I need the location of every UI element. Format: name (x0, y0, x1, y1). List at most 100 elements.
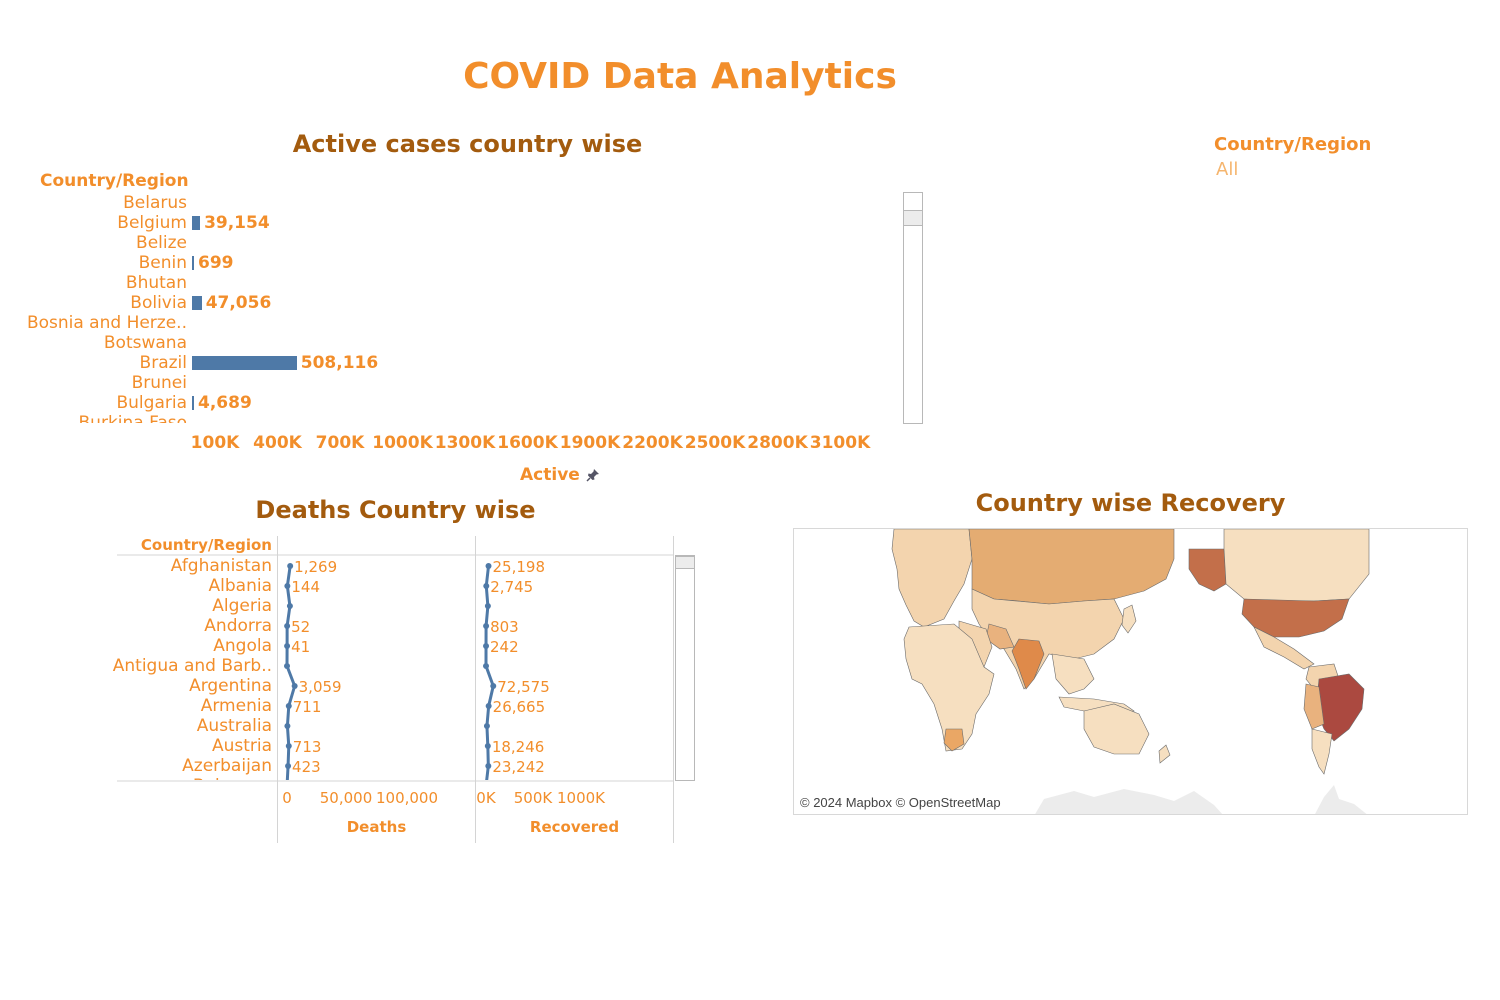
deaths-row-header[interactable]: Country/Region (140, 536, 272, 554)
recovered-line-point[interactable] (484, 743, 491, 749)
deaths-row-label[interactable]: Afghanistan (170, 556, 272, 576)
deaths-row-label[interactable]: Austria (211, 736, 272, 756)
recovered-tick-label: 500K (513, 789, 553, 807)
deaths-row-label[interactable]: Andorra (204, 616, 272, 636)
recovered-line-point[interactable] (484, 603, 491, 609)
active-row-label[interactable]: Bolivia (130, 293, 187, 313)
active-row-label[interactable]: Belarus (123, 193, 187, 213)
peru-shape (1303, 683, 1325, 730)
deaths-value-label: 52 (291, 618, 311, 636)
deaths-line-point[interactable] (287, 563, 294, 569)
active-tick-label: 1300K (434, 433, 496, 453)
active-scrollbar[interactable] (903, 192, 923, 424)
recovered-line-point[interactable] (490, 683, 497, 689)
active-row-label[interactable]: Bhutan (125, 273, 187, 293)
deaths-line-point[interactable] (284, 583, 291, 589)
active-row-label[interactable]: Belize (136, 233, 187, 253)
deaths-scroll-thumb[interactable] (676, 556, 694, 569)
recovery-map[interactable]: © 2024 Mapbox © OpenStreetMap (793, 528, 1468, 815)
usa-shape (1241, 598, 1350, 638)
australia-shape (1083, 703, 1150, 755)
deaths-line-point[interactable] (285, 703, 292, 709)
deaths-line-point[interactable] (286, 603, 293, 609)
recovered-line-point[interactable] (485, 703, 492, 709)
deaths-lines (284, 563, 497, 780)
deaths-row-label[interactable]: Albania (208, 576, 272, 596)
active-row-header[interactable]: Country/Region (40, 171, 189, 191)
active-bar[interactable] (192, 296, 202, 310)
deaths-value-labels: 1,269 25,198 144 2,745 52 803 41 242 3,059 72,575… (0, 556, 674, 780)
map-attribution[interactable]: © 2024 Mapbox © OpenStreetMap (800, 795, 1001, 810)
recovered-line-point[interactable] (483, 643, 490, 649)
deaths-row-label[interactable]: Armenia (200, 696, 272, 716)
active-row-label[interactable]: Bosnia and Herze.. (26, 313, 187, 333)
recovered-line-point[interactable] (483, 583, 490, 589)
deaths-row-label[interactable]: Argentina (189, 676, 272, 696)
active-bar-value: 47,056 (205, 293, 272, 313)
deaths-value-label: 711 (292, 698, 322, 716)
recovered-axis-title: Recovered (529, 818, 620, 836)
active-row-label[interactable]: Bulgaria (116, 393, 188, 413)
active-tick-label: 1000K (372, 433, 433, 453)
active-tick-label: 3100K (809, 433, 871, 453)
deaths-value-label: 144 (291, 578, 320, 596)
active-tick-label: 2500K (684, 433, 746, 453)
russia-shape (968, 529, 1175, 605)
recovered-line-point[interactable] (483, 723, 490, 729)
recovered-line-point[interactable] (485, 763, 492, 769)
filter-title: Country/Region (1214, 134, 1372, 155)
deaths-pane: Afghanistan Albania Algeria Andorra Angola An… (0, 556, 674, 780)
deaths-value-label: 41 (291, 638, 311, 656)
active-bar[interactable] (192, 356, 297, 370)
active-bar[interactable] (192, 396, 194, 410)
japan-shape (1121, 604, 1137, 634)
deaths-row-label[interactable]: Antigua and Barb.. (112, 656, 272, 676)
active-bar[interactable] (192, 216, 201, 230)
deaths-line-point[interactable] (291, 683, 298, 689)
deaths-line-point[interactable] (284, 723, 291, 729)
active-row-label[interactable]: Benin (138, 253, 187, 273)
deaths-line-point[interactable] (285, 763, 292, 769)
india-shape (1011, 638, 1045, 690)
active-row-label[interactable]: Botswana (103, 333, 187, 353)
deaths-line-point[interactable] (284, 663, 291, 669)
deaths-row-label[interactable]: Angola (213, 636, 272, 656)
active-tick-label: 100K (190, 433, 240, 453)
recovered-line-point[interactable] (483, 663, 490, 669)
deaths-line-point[interactable] (285, 743, 292, 749)
pin-icon[interactable] (586, 467, 602, 483)
dashboard-title: COVID Data Analytics (463, 56, 897, 97)
recovered-value-label: 242 (490, 638, 519, 656)
deaths-row-label[interactable]: Bahamas (193, 776, 272, 780)
active-tick-label: 1900K (559, 433, 621, 453)
deaths-tick-label: 0 (282, 789, 292, 807)
brazil-shape (1315, 673, 1365, 742)
active-tick-label: 2800K (747, 433, 808, 453)
active-tick-label: 1600K (497, 433, 558, 453)
recovered-value-label: 803 (490, 618, 519, 636)
active-bars: 39,154 699 47,056 508,116 4,689 (192, 193, 892, 423)
active-bar[interactable] (192, 256, 194, 270)
deaths-line-point[interactable] (284, 623, 291, 629)
recovered-line[interactable] (484, 565, 495, 780)
recovered-line-point[interactable] (483, 623, 490, 629)
deaths-row-label[interactable]: Azerbaijan (182, 756, 272, 776)
active-row-label[interactable]: Brazil (139, 353, 187, 373)
deaths-line[interactable] (285, 565, 297, 780)
active-scroll-thumb[interactable] (904, 210, 922, 226)
active-row-label[interactable]: Brunei (131, 373, 187, 393)
deaths-row-label[interactable]: Australia (196, 716, 272, 736)
active-bar-value: 39,154 (204, 213, 270, 233)
recovered-line-point[interactable] (485, 563, 492, 569)
active-row-label[interactable]: Belgium (117, 213, 187, 233)
active-row-label[interactable]: Burkina Faso (78, 413, 187, 423)
deaths-tick-label: 100,000 (375, 789, 439, 807)
active-chart-title: Active cases country wise (292, 130, 643, 158)
recovered-value-label: 25,198 (492, 558, 546, 576)
deaths-line-point[interactable] (284, 643, 291, 649)
active-bar-value: 508,116 (300, 353, 379, 373)
deaths-row-label[interactable]: Algeria (212, 596, 272, 616)
deaths-row-labels: Afghanistan Albania Algeria Andorra Angola An… (0, 556, 272, 780)
deaths-scrollbar[interactable] (675, 555, 695, 781)
filter-value[interactable]: All (1216, 159, 1239, 180)
